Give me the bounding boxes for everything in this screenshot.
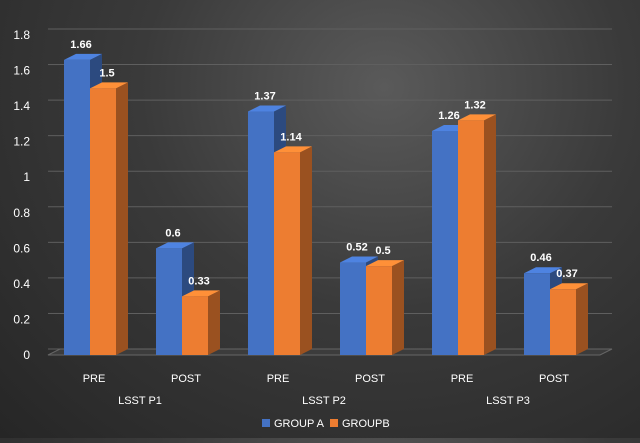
data-label-group-a: 1.66	[70, 39, 91, 51]
bar-group-a	[156, 248, 182, 355]
y-tick-label: 1.2	[13, 135, 30, 149]
data-label-group-a: 0.52	[346, 242, 367, 254]
x-axis: PRE POST PRE POST PRE POST LSST P1 LSST P2 LSST …	[83, 373, 570, 407]
bar-group-a	[432, 131, 458, 355]
data-label-group-a: 1.37	[254, 90, 275, 102]
data-label-groupb: 1.32	[464, 99, 485, 111]
y-tick-label: 1.6	[13, 64, 30, 78]
y-tick-label: 1	[23, 170, 30, 184]
bar-group-a	[248, 111, 274, 355]
data-label-groupb: 0.33	[188, 275, 209, 287]
bar-group-a	[340, 262, 366, 355]
bar-top-group-a	[340, 256, 378, 263]
data-label-group-a: 0.46	[530, 252, 551, 264]
bar-groupb	[274, 152, 300, 355]
y-axis: 0 0.2 0.4 0.6 0.8 1 1.2 1.4 1.6 1.8	[13, 28, 30, 362]
bars	[64, 53, 588, 356]
x-category-label: POST	[171, 373, 201, 385]
data-label-group-a: 0.6	[165, 227, 180, 239]
bar-side-groupb	[576, 283, 588, 355]
x-category-label: PRE	[83, 373, 106, 385]
bar-side-groupb	[300, 146, 312, 355]
y-tick-label: 0.6	[13, 241, 30, 255]
bar-groupb	[90, 88, 116, 355]
bar-top-group-a	[64, 53, 102, 60]
y-tick-label: 1.8	[13, 28, 30, 42]
x-group-label: LSST P3	[486, 395, 530, 407]
data-label-groupb: 1.5	[99, 67, 114, 79]
y-tick-label: 0.2	[13, 312, 30, 326]
bar-groupb	[366, 266, 392, 355]
legend-label-groupb: GROUPB	[342, 418, 390, 430]
x-category-label: PRE	[451, 373, 474, 385]
y-tick-label: 1.4	[13, 99, 30, 113]
bar-group-a	[524, 273, 550, 355]
x-category-label: PRE	[267, 373, 290, 385]
bar-top-groupb	[90, 82, 128, 89]
legend-swatch-groupb	[330, 419, 338, 427]
bar-top-group-a	[156, 242, 194, 249]
bar-groupb	[458, 120, 484, 355]
bar-side-groupb	[208, 290, 220, 355]
legend: GROUP A GROUPB	[262, 418, 390, 430]
x-group-label: LSST P1	[118, 395, 162, 407]
x-group-label: LSST P2	[302, 395, 346, 407]
bar-side-groupb	[116, 82, 128, 355]
bar-top-group-a	[524, 267, 562, 274]
bar-top-groupb	[366, 260, 404, 267]
bar-top-group-a	[248, 105, 286, 112]
data-label-group-a: 1.26	[438, 110, 459, 122]
bar-top-groupb	[550, 283, 588, 290]
legend-swatch-group-a	[262, 419, 270, 427]
bar-top-groupb	[458, 114, 496, 121]
y-tick-label: 0.8	[13, 206, 30, 220]
bar-top-groupb	[182, 290, 220, 297]
legend-label-group-a: GROUP A	[274, 418, 325, 430]
data-label-groupb: 1.14	[280, 131, 302, 143]
data-labels: 1.66 1.5 0.6 0.33 1.37 1.14 0.52 0.5 1.26 1.32 0.4…	[70, 39, 577, 287]
bar-groupb	[182, 296, 208, 355]
bar-side-groupb	[484, 114, 496, 355]
data-label-groupb: 0.37	[556, 268, 577, 280]
x-category-label: POST	[539, 373, 569, 385]
y-tick-label: 0.4	[13, 277, 30, 291]
x-category-label: POST	[355, 373, 385, 385]
bar-group-a	[64, 59, 90, 356]
bar-groupb	[550, 289, 576, 355]
bar-top-groupb	[274, 146, 312, 153]
y-tick-label: 0	[23, 348, 30, 362]
bar-side-groupb	[392, 260, 404, 355]
data-label-groupb: 0.5	[375, 245, 390, 257]
